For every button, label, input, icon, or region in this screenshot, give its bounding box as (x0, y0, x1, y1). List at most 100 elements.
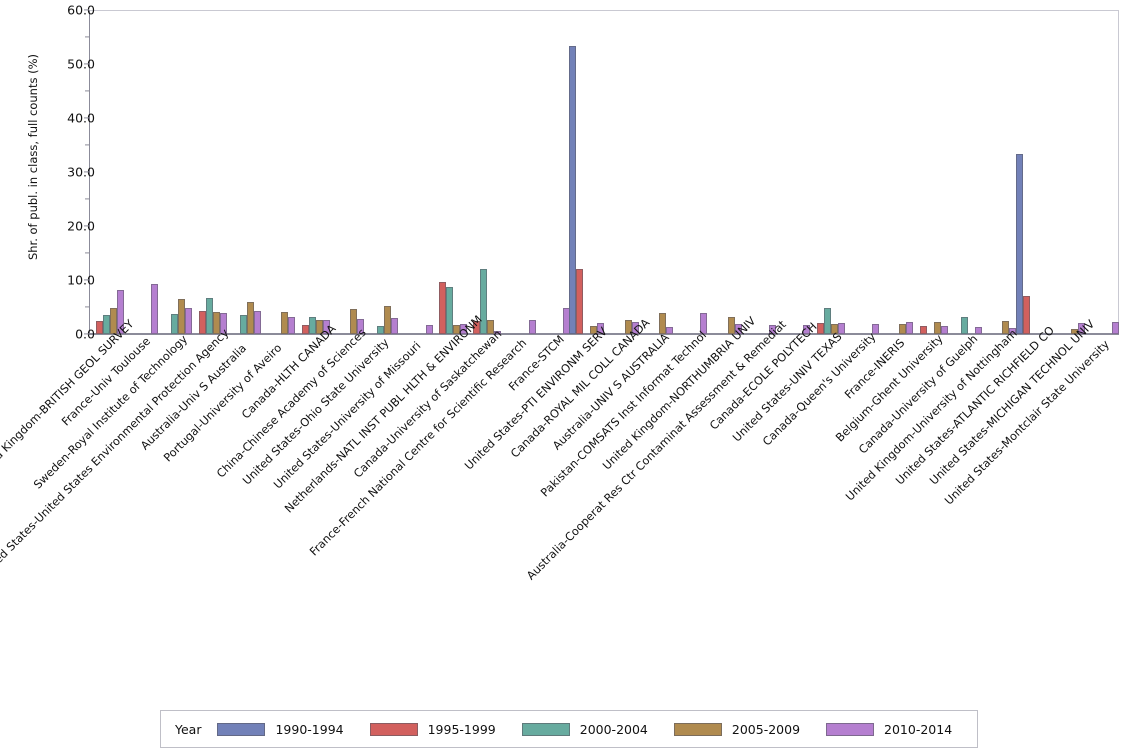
bar[interactable] (473, 320, 481, 334)
bar-group (741, 10, 776, 334)
bar[interactable] (240, 314, 247, 334)
legend-entry[interactable]: 2010-2014 (826, 722, 952, 737)
bar[interactable] (453, 325, 460, 334)
bar[interactable] (198, 311, 206, 334)
bar[interactable] (185, 308, 193, 334)
bar[interactable] (315, 319, 323, 334)
bar[interactable] (205, 297, 213, 334)
bar[interactable] (357, 318, 364, 334)
bar[interactable] (919, 326, 927, 334)
bar[interactable] (1071, 329, 1078, 334)
bar[interactable] (322, 319, 330, 334)
bar[interactable] (975, 326, 982, 334)
bar[interactable] (288, 317, 296, 334)
bar[interactable] (254, 310, 261, 334)
bar-group (329, 10, 364, 334)
legend-entry[interactable]: 1990-1994 (217, 722, 344, 737)
x-axis-tick-label: France-INERIS (842, 336, 908, 402)
bar[interactable] (1022, 296, 1030, 334)
bar[interactable] (576, 269, 584, 334)
bar[interactable] (425, 324, 433, 334)
y-axis-tick-label: 40.0 (67, 110, 95, 126)
x-axis-tick-label: Pakistan-COMSATS Inst Informat Technol (537, 328, 709, 500)
bar[interactable] (219, 312, 227, 334)
bar-group (226, 10, 261, 334)
bar[interactable] (823, 308, 831, 334)
bar[interactable] (940, 325, 948, 334)
x-axis-tick-label: Canada-ECOLE POLYTECH (707, 320, 821, 433)
bar[interactable] (391, 318, 399, 334)
legend: Year 1990-1994 1995-1999 2000-2004 2005-200… (160, 710, 978, 748)
y-axis-tick-mark (84, 9, 89, 11)
bar[interactable] (308, 316, 316, 334)
bar-group (672, 10, 708, 334)
bar[interactable] (247, 301, 254, 334)
bar[interactable] (494, 330, 502, 334)
bar[interactable] (528, 319, 536, 334)
bar[interactable] (116, 290, 124, 334)
bar[interactable] (700, 312, 708, 334)
bar-group (1084, 10, 1120, 334)
bar[interactable] (446, 287, 453, 334)
legend-color-swatch (673, 722, 722, 736)
bar[interactable] (178, 298, 186, 334)
bar-group (123, 10, 158, 334)
bar[interactable] (102, 315, 110, 334)
bar[interactable] (109, 308, 117, 334)
bar[interactable] (569, 45, 577, 334)
x-axis-tick-label: United States-PTI ENVIRONM SERV (462, 324, 611, 473)
bar[interactable] (590, 326, 598, 334)
bar[interactable] (769, 324, 776, 334)
x-axis-tick-label: United States-University of Missouri (271, 339, 424, 492)
bar[interactable] (384, 305, 392, 334)
bar[interactable] (1002, 321, 1010, 334)
bar[interactable] (872, 324, 879, 334)
bar-group (913, 10, 948, 334)
bar[interactable] (659, 312, 666, 334)
bar[interactable] (961, 316, 968, 334)
bar[interactable] (734, 324, 742, 334)
bar[interactable] (460, 323, 467, 334)
bar[interactable] (212, 311, 220, 334)
bar[interactable] (480, 269, 488, 334)
bar[interactable] (350, 309, 357, 334)
bar[interactable] (803, 325, 811, 334)
bar[interactable] (624, 319, 632, 334)
legend-entry[interactable]: 2005-2009 (673, 722, 800, 737)
bar[interactable] (830, 324, 838, 334)
bar[interactable] (631, 322, 639, 334)
bar[interactable] (151, 284, 158, 334)
bar[interactable] (439, 282, 446, 334)
legend-entry[interactable]: 2000-2004 (521, 722, 648, 737)
y-axis-minor-tick-mark (85, 36, 89, 38)
bar[interactable] (727, 317, 735, 334)
bar[interactable] (377, 325, 385, 334)
x-axis-tick-label: United Kingdom-University of Nottingham (843, 327, 1020, 504)
bar[interactable] (816, 322, 824, 334)
y-axis-tick-label: 30.0 (67, 164, 95, 180)
bar[interactable] (666, 326, 673, 334)
y-axis-tick-mark (84, 171, 89, 173)
bar[interactable] (933, 322, 941, 334)
bar[interactable] (906, 321, 914, 334)
plot-area (89, 10, 1119, 334)
x-axis-tick-label: France-Univ Toulouse (59, 335, 154, 429)
bar[interactable] (95, 321, 103, 334)
x-axis-tick-label: France-STCM (506, 333, 568, 394)
y-axis-minor-tick-mark (85, 90, 89, 92)
x-axis-tick-label: United Kingdom-BRITISH GEOL SURVEY (0, 317, 137, 484)
legend-entries: 1990-1994 1995-1999 2000-2004 2005-2009 2010… (217, 722, 978, 737)
legend-color-swatch (826, 722, 875, 736)
bar[interactable] (1078, 323, 1085, 334)
bar[interactable] (1112, 321, 1120, 334)
bar[interactable] (301, 324, 309, 334)
x-axis-tick-label: France-French National Centre for Scient… (307, 336, 530, 559)
bar[interactable] (171, 314, 179, 334)
bar[interactable] (597, 323, 605, 334)
legend-entry[interactable]: 1995-1999 (369, 722, 496, 737)
bar[interactable] (837, 323, 845, 334)
bar[interactable] (281, 312, 289, 334)
bar[interactable] (1015, 154, 1023, 334)
bar[interactable] (487, 319, 495, 334)
bar[interactable] (899, 323, 907, 334)
